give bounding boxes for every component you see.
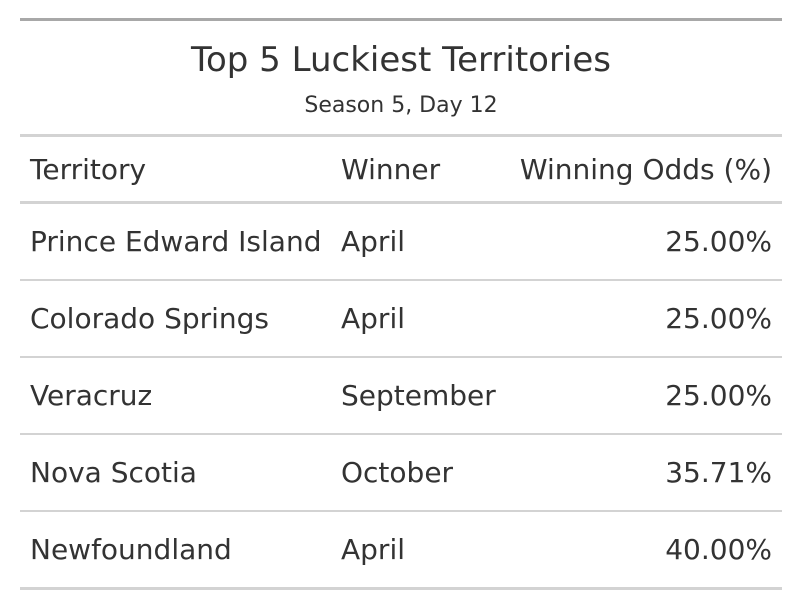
odds-cell: 25.00% <box>505 280 782 358</box>
table-title: Top 5 Luckiest Territories <box>190 40 612 80</box>
column-header-territory: Territory <box>20 137 331 204</box>
table-row: Nova Scotia October 35.71% <box>20 434 782 512</box>
winner-cell: September <box>331 357 505 435</box>
header-row: Territory Winner Winning Odds (%) <box>20 137 782 204</box>
territory-cell: Nova Scotia <box>20 434 331 512</box>
table-row: Prince Edward Island April 25.00% <box>20 202 782 281</box>
territory-cell: Colorado Springs <box>20 280 331 358</box>
table-subtitle: Season 5, Day 12 <box>304 93 498 118</box>
heading-rule <box>20 134 782 137</box>
winner-cell: April <box>331 280 505 358</box>
territory-cell: Veracruz <box>20 357 331 435</box>
table-row: Newfoundland April 40.00% <box>20 511 782 590</box>
odds-cell: 25.00% <box>505 357 782 435</box>
territory-cell: Prince Edward Island <box>20 202 331 281</box>
table-row: Veracruz September 25.00% <box>20 357 782 435</box>
winner-cell: October <box>331 434 505 512</box>
luckiest-territories-table: Top 5 Luckiest Territories Season 5, Day… <box>20 18 782 590</box>
odds-cell: 25.00% <box>505 202 782 281</box>
top-rule <box>20 18 782 21</box>
column-header-winner: Winner <box>331 137 505 204</box>
table-row: Colorado Springs April 25.00% <box>20 280 782 358</box>
winner-cell: April <box>331 202 505 281</box>
odds-cell: 35.71% <box>505 434 782 512</box>
column-header-odds: Winning Odds (%) <box>505 137 782 204</box>
odds-cell: 40.00% <box>505 511 782 590</box>
data-table: Territory Winner Winning Odds (%) Prince… <box>20 137 782 590</box>
winner-cell: April <box>331 511 505 590</box>
territory-cell: Newfoundland <box>20 511 331 590</box>
